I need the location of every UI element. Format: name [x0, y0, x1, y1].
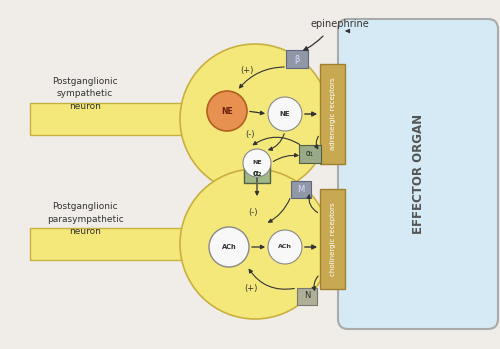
Text: (+): (+) — [244, 284, 258, 294]
FancyBboxPatch shape — [30, 228, 185, 260]
Text: Postganglionic
sympathetic
neuron: Postganglionic sympathetic neuron — [52, 77, 118, 111]
Text: α₁: α₁ — [306, 149, 314, 158]
Circle shape — [243, 149, 271, 177]
Circle shape — [207, 91, 247, 131]
Bar — [286, 50, 308, 68]
Text: NE: NE — [252, 161, 262, 165]
Text: ACh: ACh — [222, 244, 236, 250]
Text: (-): (-) — [248, 208, 258, 216]
Text: β: β — [294, 54, 300, 64]
Text: NE: NE — [221, 106, 233, 116]
Circle shape — [180, 44, 330, 194]
Text: ACh: ACh — [278, 245, 292, 250]
Bar — [297, 288, 317, 304]
Text: adrenergic receptors: adrenergic receptors — [330, 78, 336, 150]
FancyBboxPatch shape — [320, 189, 345, 289]
Circle shape — [209, 227, 249, 267]
Text: epinephrine: epinephrine — [310, 19, 370, 29]
Circle shape — [180, 169, 330, 319]
Bar — [291, 180, 311, 198]
Text: NE: NE — [280, 111, 290, 117]
Text: α₂: α₂ — [252, 170, 262, 178]
Text: M: M — [298, 185, 304, 193]
Text: N: N — [304, 291, 310, 300]
Bar — [244, 165, 270, 183]
Text: EFFECTOR ORGAN: EFFECTOR ORGAN — [412, 114, 424, 234]
Circle shape — [268, 230, 302, 264]
Bar — [299, 145, 321, 163]
Text: (-): (-) — [245, 129, 255, 139]
FancyBboxPatch shape — [30, 103, 185, 135]
FancyBboxPatch shape — [320, 64, 345, 164]
Text: Postganglionic
parasympathetic
neuron: Postganglionic parasympathetic neuron — [46, 202, 124, 236]
Text: (+): (+) — [240, 67, 254, 75]
FancyBboxPatch shape — [338, 19, 498, 329]
Text: cholinergic receptors: cholinergic receptors — [330, 202, 336, 276]
Circle shape — [268, 97, 302, 131]
